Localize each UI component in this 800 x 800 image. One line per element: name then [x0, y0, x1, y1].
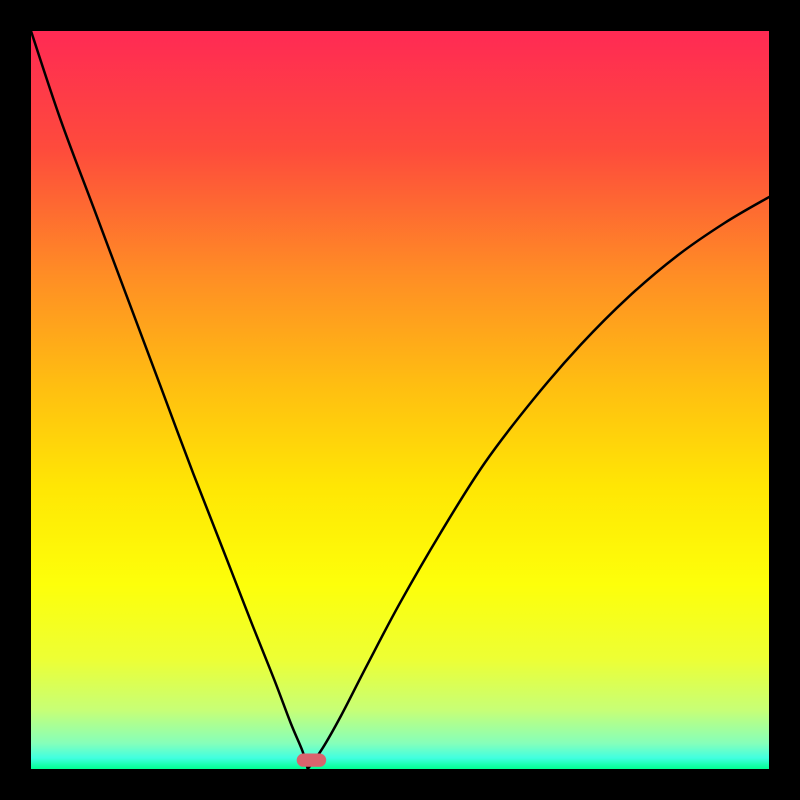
chart-container: TheBottleneck.com [0, 0, 800, 800]
bottleneck-curve-plot [0, 0, 800, 800]
plot-background-gradient [31, 31, 769, 769]
minimum-marker [297, 754, 327, 767]
